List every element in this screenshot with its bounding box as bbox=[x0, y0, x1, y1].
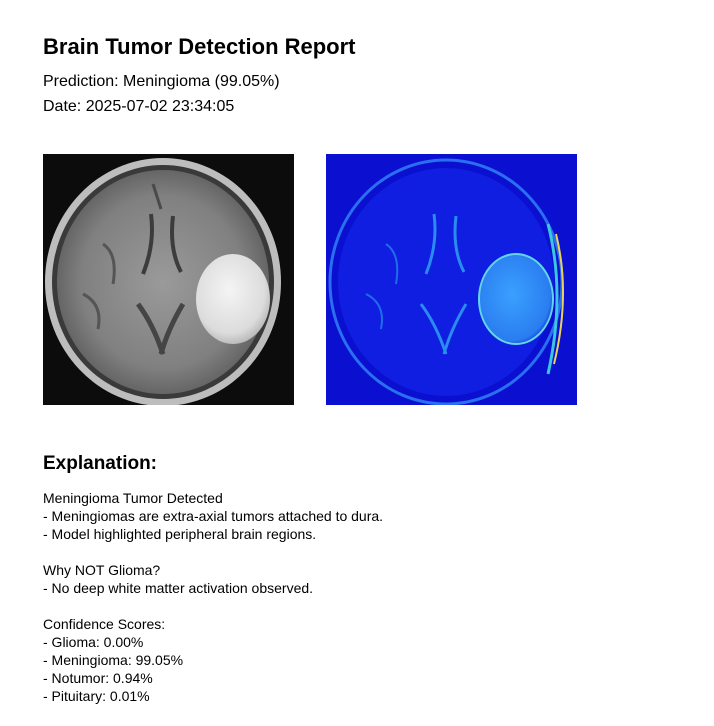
heatmap-image bbox=[326, 154, 577, 405]
confidence-glioma: - Glioma: 0.00% bbox=[43, 634, 144, 650]
confidence-meningioma: - Meningioma: 99.05% bbox=[43, 652, 184, 668]
mri-scan-image bbox=[43, 154, 294, 405]
confidence-notumor: - Notumor: 0.94% bbox=[43, 670, 153, 686]
why-not-title: Why NOT Glioma? bbox=[43, 562, 161, 578]
detected-title: Meningioma Tumor Detected bbox=[43, 490, 223, 506]
explanation-heading: Explanation: bbox=[43, 453, 158, 474]
explanation-body: Meningioma Tumor Detected - Meningiomas … bbox=[43, 489, 383, 705]
confidence-pituitary: - Pituitary: 0.01% bbox=[43, 688, 150, 704]
spacer bbox=[43, 597, 383, 615]
report-date: Date: 2025-07-02 23:34:05 bbox=[43, 98, 235, 115]
spacer bbox=[43, 543, 383, 561]
confidence-title: Confidence Scores: bbox=[43, 616, 166, 632]
explanation-line: - Meningiomas are extra-axial tumors att… bbox=[43, 508, 384, 524]
report-title: Brain Tumor Detection Report bbox=[43, 34, 356, 59]
explanation-line: - Model highlighted peripheral brain reg… bbox=[43, 526, 317, 542]
explanation-line: - No deep white matter activation observ… bbox=[43, 580, 314, 596]
prediction-text: Prediction: Meningioma (99.05%) bbox=[43, 73, 280, 90]
